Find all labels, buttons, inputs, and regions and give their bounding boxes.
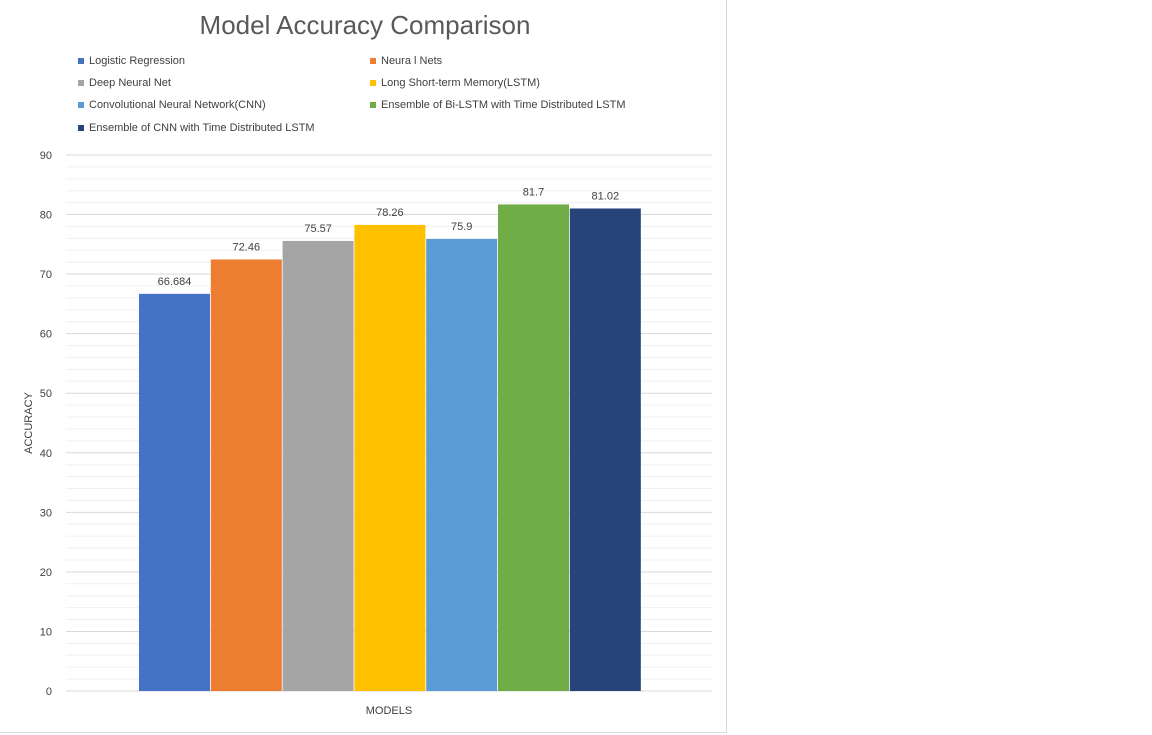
legend-item: Convolutional Neural Network(CNN) xyxy=(78,99,266,111)
y-tick-label: 20 xyxy=(40,567,52,579)
y-axis-title: ACCURACY xyxy=(23,391,35,453)
legend-label: Ensemble of Bi-LSTM with Time Distribute… xyxy=(381,99,626,111)
data-labels: 66.684 72.46 75.57 78.26 75.9 81.7 81.02 xyxy=(158,186,619,287)
legend-swatch xyxy=(370,102,376,108)
data-label: 66.684 xyxy=(158,276,192,288)
legend-item: Long Short-term Memory(LSTM) xyxy=(370,77,540,89)
bar xyxy=(498,204,569,692)
data-label: 78.26 xyxy=(376,207,404,219)
chart-title: Model Accuracy Comparison xyxy=(200,10,531,40)
bar xyxy=(139,293,210,691)
legend-item: Ensemble of Bi-LSTM with Time Distribute… xyxy=(370,99,626,111)
legend-label: Neura l Nets xyxy=(381,55,443,67)
y-tick-label: 90 xyxy=(40,150,52,162)
legend-item: Ensemble of CNN with Time Distributed LS… xyxy=(78,122,315,134)
legend: Logistic Regression Neura l Nets Deep Neur… xyxy=(78,55,626,134)
bar xyxy=(210,259,282,691)
legend-item: Logistic Regression xyxy=(78,55,185,67)
legend-swatch xyxy=(78,102,84,108)
bar xyxy=(569,208,641,691)
y-tick-label: 30 xyxy=(40,507,52,519)
y-tick-label: 40 xyxy=(40,448,52,460)
x-axis-title: MODELS xyxy=(366,705,412,717)
legend-swatch xyxy=(370,58,376,64)
data-label: 75.57 xyxy=(304,223,332,235)
chart-frame: Model Accuracy Comparison Logistic Regre… xyxy=(0,0,727,733)
y-tick-label: 10 xyxy=(40,626,52,638)
legend-swatch xyxy=(370,80,376,86)
y-tick-label: 60 xyxy=(40,329,52,341)
data-label: 81.7 xyxy=(523,186,544,198)
legend-swatch xyxy=(78,80,84,86)
y-axis-ticks: 0 10 20 30 40 50 60 70 80 90 xyxy=(40,150,52,698)
bar xyxy=(282,240,354,691)
data-label: 81.02 xyxy=(592,190,620,202)
y-tick-label: 80 xyxy=(40,210,52,222)
bars xyxy=(139,204,641,692)
bar xyxy=(354,224,426,692)
legend-item: Deep Neural Net xyxy=(78,77,171,89)
data-label: 72.46 xyxy=(233,241,261,253)
legend-label: Long Short-term Memory(LSTM) xyxy=(381,77,540,89)
data-label: 75.9 xyxy=(451,221,472,233)
bar xyxy=(426,238,498,691)
legend-label: Convolutional Neural Network(CNN) xyxy=(89,99,266,111)
legend-item: Neura l Nets xyxy=(370,55,443,67)
legend-label: Logistic Regression xyxy=(89,55,185,67)
y-tick-label: 0 xyxy=(46,686,52,698)
legend-swatch xyxy=(78,125,84,131)
legend-swatch xyxy=(78,58,84,64)
legend-label: Deep Neural Net xyxy=(89,77,171,89)
y-tick-label: 50 xyxy=(40,388,52,400)
legend-label: Ensemble of CNN with Time Distributed LS… xyxy=(89,122,315,134)
y-tick-label: 70 xyxy=(40,269,52,281)
chart-svg: Model Accuracy Comparison Logistic Regre… xyxy=(23,10,712,717)
